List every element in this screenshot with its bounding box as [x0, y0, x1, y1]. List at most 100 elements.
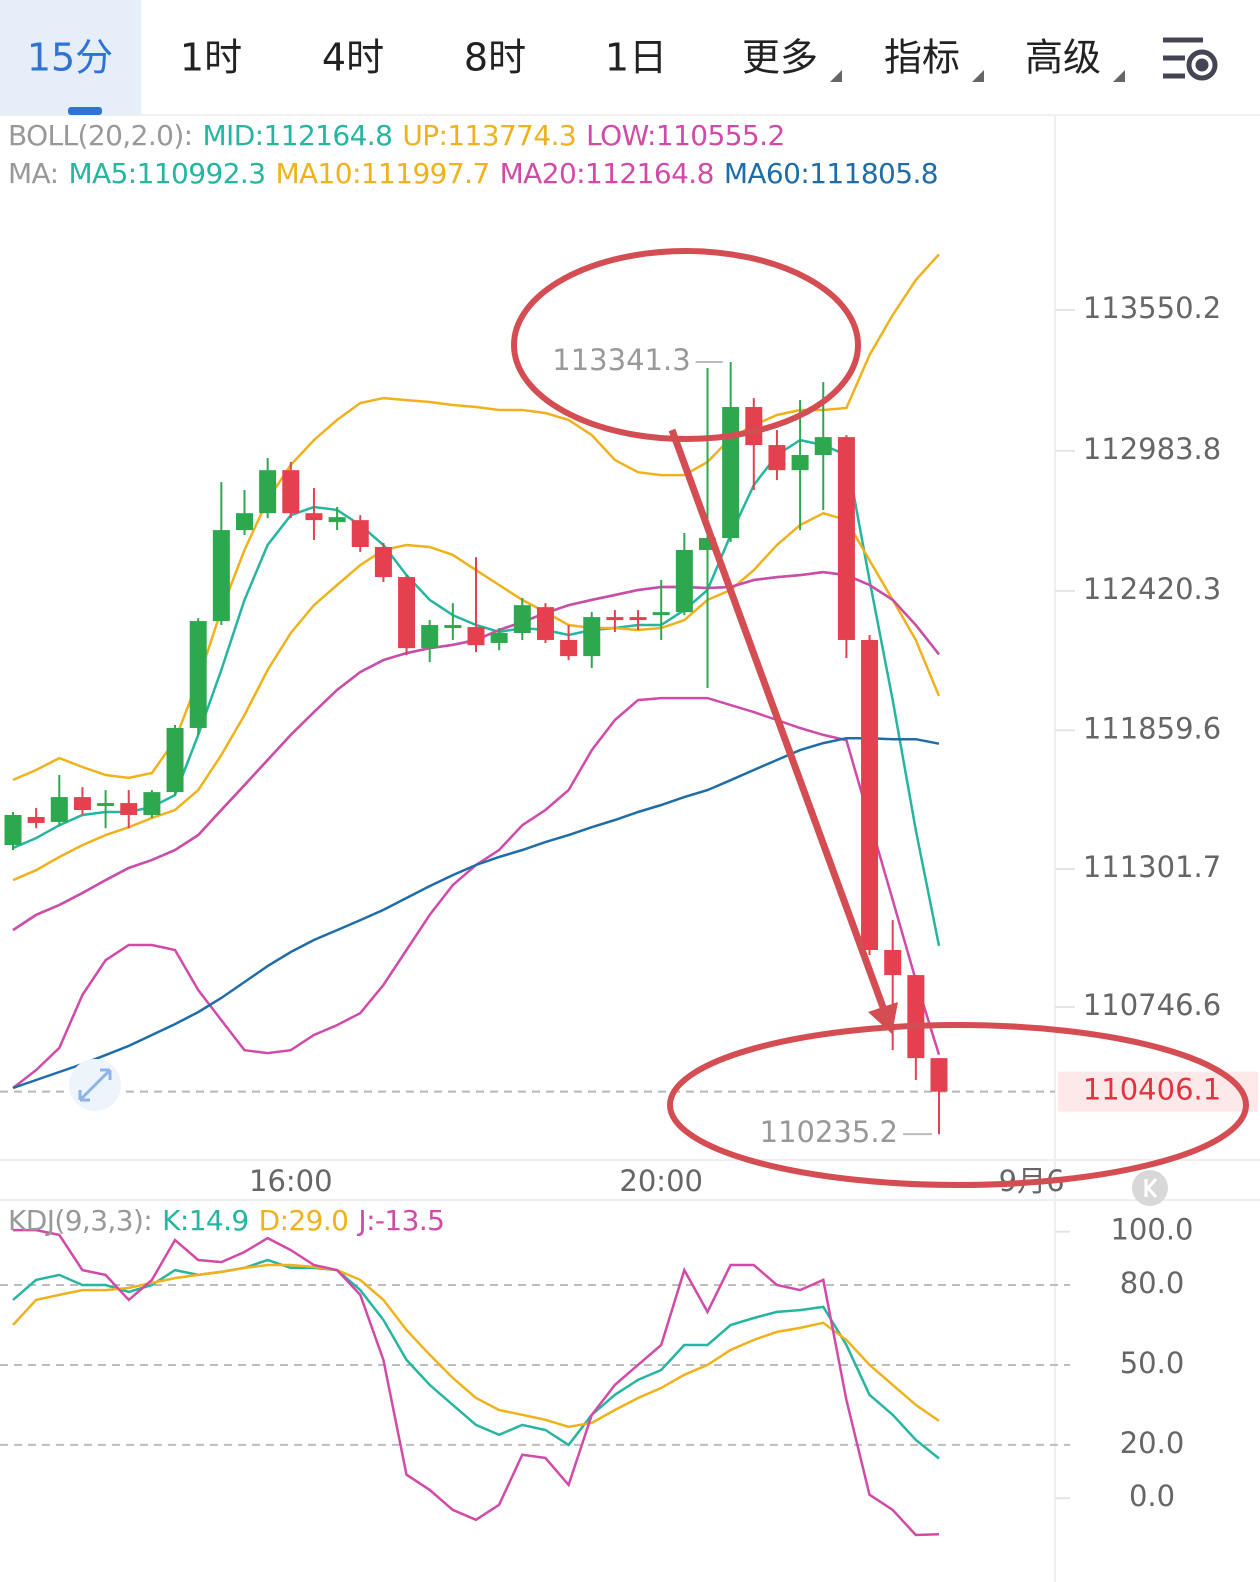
candle-body	[583, 617, 601, 657]
y-tick-label: 0.0	[1129, 1479, 1175, 1513]
x-tick-label: 20:00	[619, 1164, 703, 1198]
candle-body	[166, 727, 184, 793]
candle-body	[374, 546, 392, 578]
candle-body	[212, 530, 230, 622]
expand-icon[interactable]	[69, 1059, 121, 1111]
candle-body	[745, 407, 763, 446]
low-label: 110235.2	[760, 1115, 898, 1149]
candle-body	[930, 1058, 948, 1092]
y-tick-label: 50.0	[1120, 1346, 1185, 1380]
legend-entry: J:-13.5	[356, 1204, 444, 1237]
candle-body	[50, 797, 68, 822]
candle-body	[236, 513, 253, 531]
tab-label[interactable]: 高级	[1025, 36, 1101, 80]
legend-entry: LOW:110555.2	[586, 119, 785, 152]
candle-body	[120, 803, 138, 815]
indicator-lines	[12, 253, 941, 1537]
y-tick-label: 80.0	[1120, 1266, 1185, 1300]
candle-body	[699, 538, 716, 550]
candle-body	[97, 803, 115, 807]
candle-body	[398, 577, 416, 649]
candle-body	[536, 607, 554, 640]
icon-gear-center	[1195, 58, 1209, 72]
candle-body	[282, 470, 300, 514]
indicator-line	[12, 1263, 940, 1429]
candle-body	[73, 797, 91, 811]
legend-entry: MA10:111997.7	[275, 157, 489, 190]
candles	[4, 361, 948, 1135]
candle-body	[305, 513, 323, 521]
candle-body	[27, 816, 45, 823]
legend-entry: MID:112164.8	[203, 119, 393, 152]
tab-label[interactable]: 更多	[742, 36, 818, 80]
candle-body	[629, 617, 647, 621]
legend-title: MA:	[8, 157, 58, 190]
candle-body	[328, 517, 346, 523]
candle-body	[189, 621, 207, 728]
tab-label[interactable]: 1日	[605, 36, 667, 80]
icon-arrows	[78, 1068, 112, 1102]
candle-body	[861, 639, 879, 950]
y-tick-label: 111859.6	[1083, 711, 1221, 745]
indicator-line	[12, 736, 940, 1090]
icon-glyph	[1144, 1178, 1158, 1198]
legend: BOLL(20,2.0): MID:112164.8 UP:113774.3 LOW:…	[8, 119, 785, 152]
candle-body	[814, 437, 832, 455]
candle-body	[259, 470, 277, 514]
tab-label[interactable]: 15分	[27, 36, 113, 80]
legend-entry: MA20:112164.8	[500, 157, 714, 190]
high-label: 113341.3	[552, 343, 690, 377]
legend-entry: K:14.9	[162, 1204, 249, 1237]
legend-entry: UP:113774.3	[402, 119, 576, 152]
y-tick-label: 112983.8	[1083, 432, 1221, 466]
legend: KDJ(9,3,3): K:14.9 D:29.0 J:-13.5	[8, 1204, 444, 1237]
legend-entry: D:29.0	[259, 1204, 349, 1237]
labels: 113550.2 112983.8 112420.3 111859.6 111301.7…	[8, 119, 1258, 1513]
y-tick-label: 110746.6	[1083, 988, 1221, 1022]
candle-body	[675, 549, 693, 613]
y-tick-label: 112420.3	[1083, 572, 1221, 606]
candle-body	[143, 792, 161, 815]
y-tick-label: 100.0	[1110, 1213, 1193, 1247]
legend-title: KDJ(9,3,3):	[8, 1204, 152, 1237]
legend-entry: MA5:110992.3	[68, 157, 265, 190]
reset-icon[interactable]	[1132, 1170, 1168, 1206]
arrow-head	[868, 1002, 898, 1034]
candle-body	[722, 407, 740, 539]
candle-body	[606, 617, 624, 621]
icon-gear	[1186, 49, 1218, 81]
y-tick-label: 113550.2	[1083, 291, 1221, 325]
indicator-line	[12, 1258, 940, 1460]
grid	[0, 309, 1075, 1500]
candle-body	[513, 605, 531, 634]
candle-body	[4, 814, 22, 846]
tab-bar: 15分 1时 4时 8时 1日 更多 指标 高级	[0, 0, 1125, 115]
legend-entry: MA60:111805.8	[724, 157, 938, 190]
candle-body	[907, 975, 925, 1059]
active-tab-indicator	[68, 107, 102, 115]
y-tick-label: 20.0	[1120, 1426, 1185, 1460]
candle-body	[791, 454, 809, 471]
candle-body	[837, 437, 855, 640]
indicator-line	[13, 1228, 940, 1537]
tab-label[interactable]: 指标	[884, 36, 960, 80]
dropdown-caret	[1113, 70, 1125, 82]
settings-icon[interactable]	[1163, 37, 1218, 81]
tab-label[interactable]: 8时	[464, 36, 526, 80]
highlight-ellipse	[511, 248, 861, 442]
candle-body	[884, 949, 902, 976]
tab-label[interactable]: 4时	[322, 36, 384, 80]
candle-body	[351, 520, 369, 547]
candle-body	[421, 625, 439, 649]
candle-body	[768, 445, 786, 471]
legend: MA: MA5:110992.3 MA10:111997.7 MA20:112164.…	[8, 157, 938, 190]
dropdown-caret	[830, 70, 842, 82]
candle-body	[652, 612, 670, 616]
dropdown-caret	[972, 70, 984, 82]
legend-title: BOLL(20,2.0):	[8, 119, 193, 152]
candle-body	[444, 625, 462, 629]
last-price-label: 110406.1	[1083, 1073, 1221, 1107]
tab-label[interactable]: 1时	[180, 36, 242, 80]
